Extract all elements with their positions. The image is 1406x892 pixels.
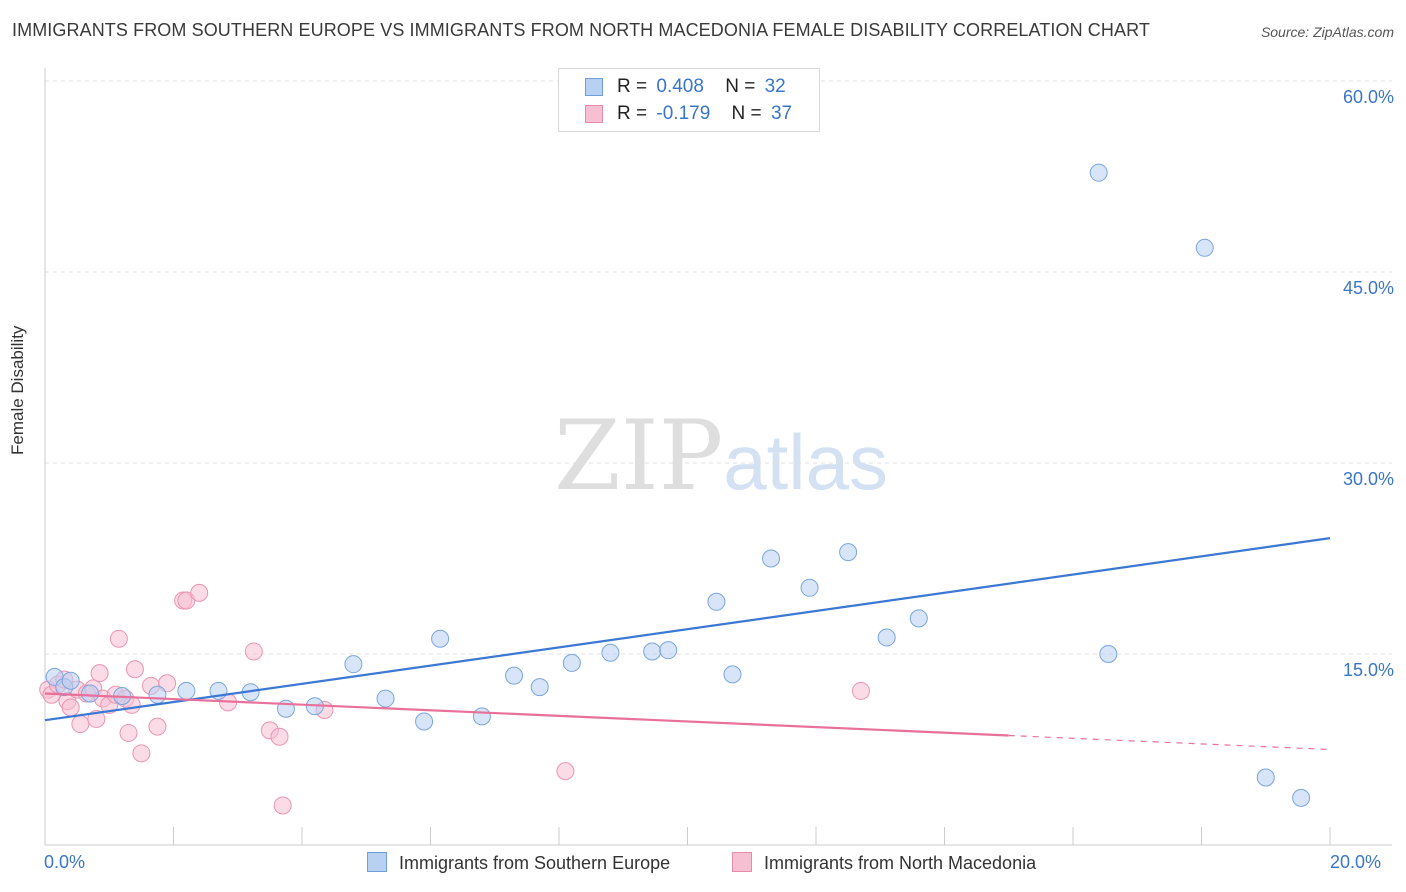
legend-n-label: N = bbox=[731, 103, 762, 124]
pink-trend-extension bbox=[1008, 734, 1331, 751]
pink-data-point bbox=[556, 762, 575, 781]
legend-r-label: R = bbox=[617, 103, 648, 124]
pink-data-point bbox=[90, 664, 109, 683]
legend: R = 0.408 N = 32 R = -0.179 N = 37 bbox=[558, 68, 820, 132]
blue-data-point bbox=[839, 543, 858, 562]
pink-data-point bbox=[109, 629, 128, 648]
blue-data-point bbox=[148, 685, 167, 704]
legend-r-label: R = bbox=[617, 76, 648, 97]
blue-data-point bbox=[61, 671, 80, 690]
watermark-zip: ZIP bbox=[554, 400, 724, 512]
bottom-legend-blue: Immigrants from Southern Europe bbox=[367, 852, 670, 874]
bottom-legend-swatch-pink bbox=[732, 852, 752, 872]
legend-swatch-pink bbox=[585, 105, 603, 123]
watermark-atlas: atlas bbox=[723, 418, 888, 506]
legend-text-pink: R = -0.179 N = 37 bbox=[617, 103, 792, 125]
pink-data-point bbox=[270, 727, 289, 746]
pink-data-point bbox=[61, 698, 80, 717]
watermark: ZIPatlas bbox=[554, 400, 888, 512]
pink-data-point bbox=[125, 660, 144, 679]
legend-n-label: N = bbox=[725, 76, 756, 97]
legend-text-blue: R = 0.408 N = 32 bbox=[617, 76, 786, 98]
pink-data-point bbox=[71, 715, 90, 734]
blue-data-point bbox=[505, 666, 524, 685]
blue-data-point bbox=[601, 643, 620, 662]
bottom-legend-swatch-blue bbox=[367, 852, 387, 872]
blue-series bbox=[45, 163, 1311, 807]
blue-trend-line bbox=[44, 537, 1331, 722]
y-tick-label-15: 15.0% bbox=[1342, 660, 1394, 680]
pink-data-point bbox=[190, 583, 209, 602]
pink-data-point bbox=[148, 717, 167, 736]
legend-swatch-blue bbox=[585, 78, 603, 96]
blue-data-point bbox=[344, 655, 363, 674]
y-tick-label-60: 60.0% bbox=[1342, 87, 1394, 107]
blue-data-point bbox=[643, 642, 662, 661]
blue-data-point bbox=[800, 578, 819, 597]
y-tick-label-30: 30.0% bbox=[1342, 469, 1394, 489]
blue-data-point bbox=[1089, 163, 1108, 182]
blue-data-point bbox=[909, 609, 928, 628]
blue-data-point bbox=[659, 641, 678, 660]
pink-data-point bbox=[132, 744, 151, 763]
pink-data-point bbox=[87, 709, 106, 728]
blue-data-point bbox=[1195, 238, 1214, 257]
x-tick-label-max: 20.0% bbox=[1330, 852, 1382, 872]
pink-data-point bbox=[244, 642, 263, 661]
blue-data-point bbox=[1256, 768, 1275, 787]
pink-data-point bbox=[158, 674, 177, 693]
blue-data-point bbox=[707, 592, 726, 611]
pink-trend-line bbox=[44, 692, 1009, 737]
blue-data-point bbox=[1099, 645, 1118, 663]
bottom-legend-pink: Immigrants from North Macedonia bbox=[732, 852, 1036, 874]
chart-title: IMMIGRANTS FROM SOUTHERN EUROPE VS IMMIG… bbox=[12, 20, 1150, 40]
legend-n-value-pink: 37 bbox=[770, 103, 793, 124]
bottom-legend-label-blue: Immigrants from Southern Europe bbox=[399, 853, 671, 873]
legend-r-value-pink: -0.179 bbox=[656, 103, 711, 124]
bottom-legend-label-pink: Immigrants from North Macedonia bbox=[764, 853, 1037, 873]
x-tick-marks bbox=[173, 827, 1331, 845]
blue-data-point bbox=[376, 689, 395, 708]
blue-data-point bbox=[723, 665, 742, 684]
blue-data-point bbox=[877, 628, 896, 647]
blue-data-point bbox=[562, 653, 581, 672]
legend-r-value-blue: 0.408 bbox=[656, 76, 704, 97]
y-tick-label-45: 45.0% bbox=[1342, 278, 1394, 298]
source-label: Source: ZipAtlas.com bbox=[1260, 24, 1394, 40]
blue-data-point bbox=[431, 629, 450, 648]
blue-data-point bbox=[762, 549, 781, 568]
trend-lines bbox=[44, 537, 1331, 751]
blue-data-point bbox=[530, 678, 549, 697]
blue-data-point bbox=[472, 707, 491, 726]
pink-data-point bbox=[273, 796, 292, 815]
pink-data-point bbox=[851, 681, 870, 700]
pink-data-point bbox=[119, 723, 138, 742]
blue-data-point bbox=[415, 712, 434, 731]
x-tick-label-min: 0.0% bbox=[44, 852, 86, 872]
grid-lines bbox=[45, 80, 1392, 655]
blue-data-point bbox=[80, 684, 99, 703]
y-axis-label: Female Disability bbox=[8, 325, 27, 455]
legend-n-value-blue: 32 bbox=[764, 76, 786, 97]
blue-data-point bbox=[177, 681, 196, 700]
blue-data-point bbox=[1292, 788, 1311, 807]
